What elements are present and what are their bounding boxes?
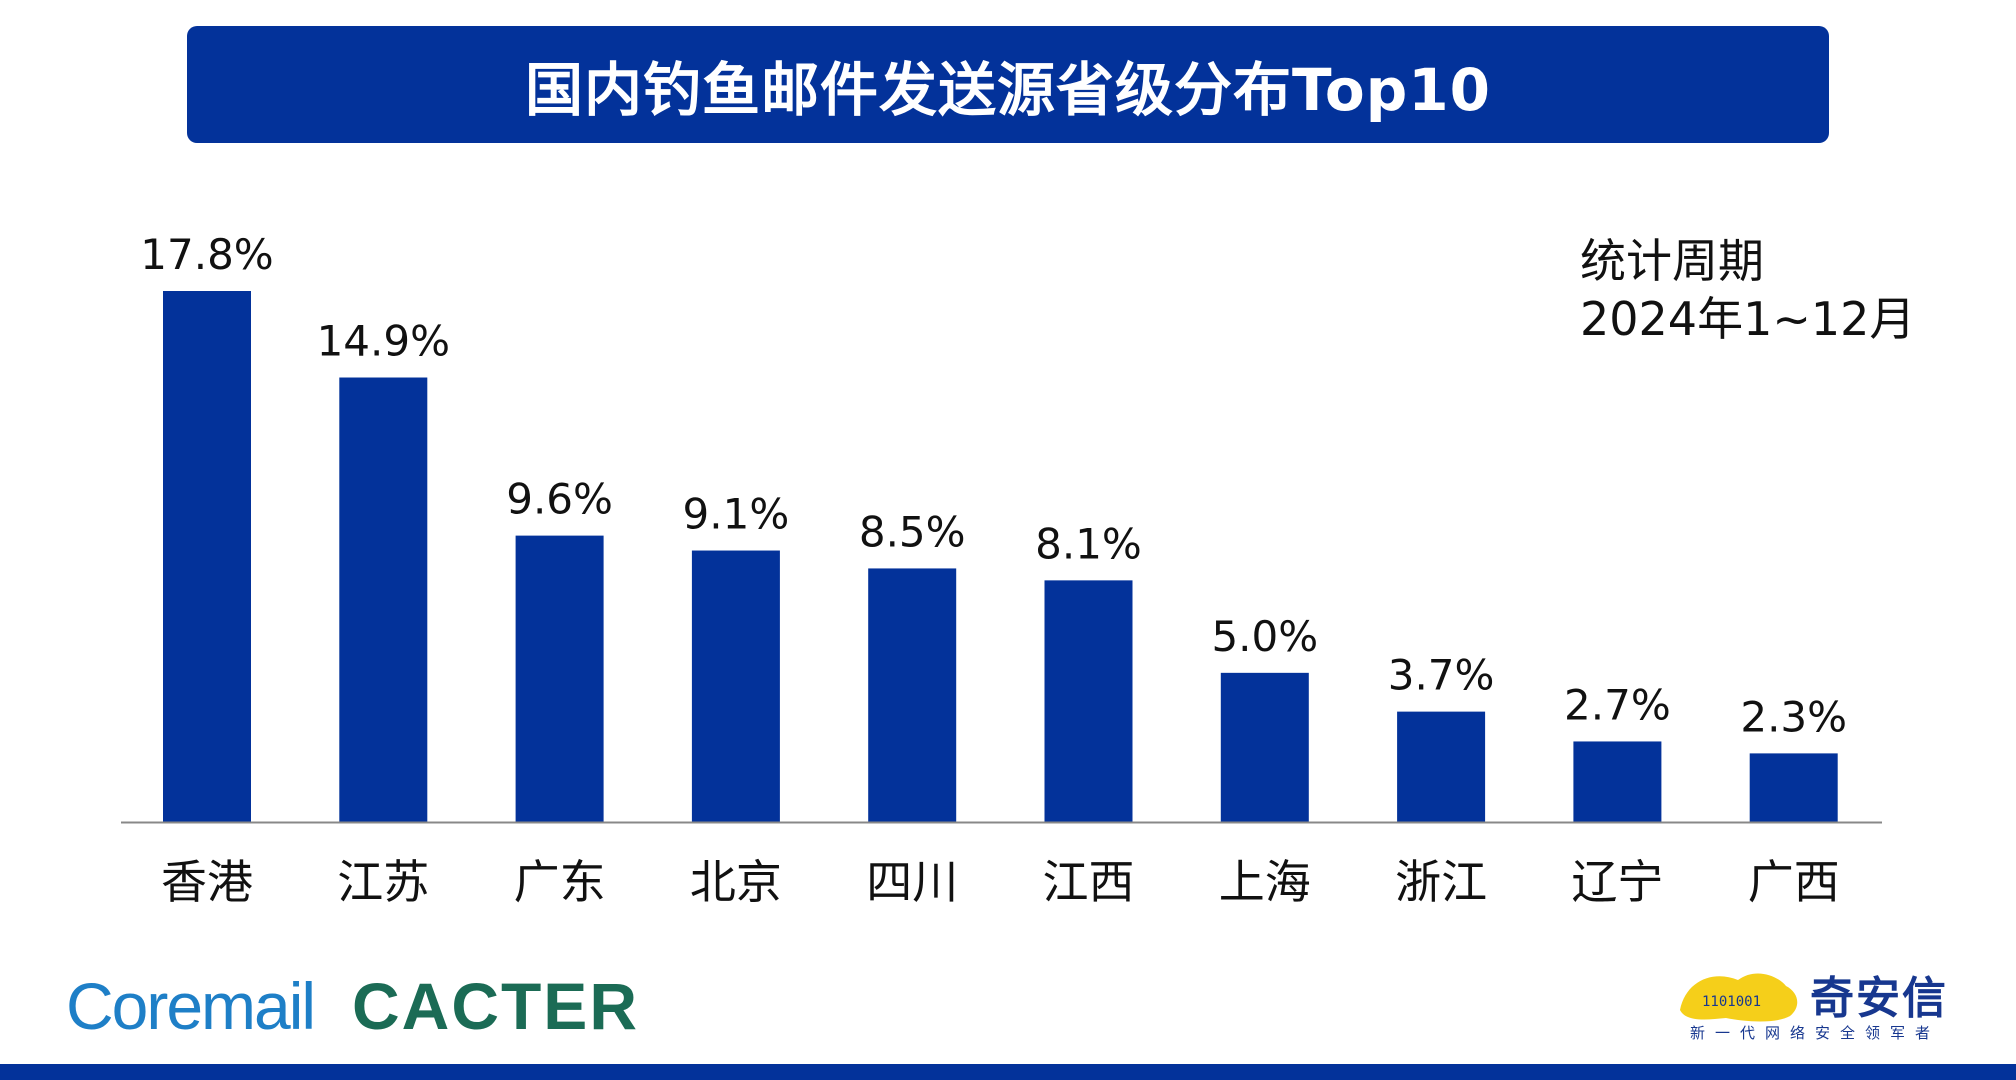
- data-label-上海: 5.0%: [1211, 612, 1318, 661]
- coremail-logo: Coremail: [66, 969, 316, 1043]
- x-tick-label-北京: 北京: [690, 855, 782, 909]
- bar-江西: [1044, 580, 1133, 822]
- x-tick-label-江苏: 江苏: [337, 855, 429, 909]
- x-tick-label-上海: 上海: [1219, 855, 1311, 909]
- period-range: 2024年1~12月: [1580, 292, 1916, 346]
- bar-广西: [1749, 753, 1838, 822]
- qianxin-name: 奇安信: [1810, 973, 1948, 1024]
- bar-江苏: [339, 377, 428, 822]
- data-label-辽宁: 2.7%: [1564, 680, 1671, 729]
- period-note: 统计周期 2024年1~12月: [1580, 232, 1915, 348]
- cacter-logo: CACTER: [352, 969, 639, 1043]
- qianxin-tiger-icon: 1101001: [1680, 973, 1798, 1022]
- data-label-四川: 8.5%: [859, 507, 966, 556]
- data-label-北京: 9.1%: [683, 490, 790, 539]
- x-tick-label-浙江: 浙江: [1395, 855, 1487, 909]
- bottom-bar: [0, 1064, 2016, 1080]
- qianxin-binary-text: 1101001: [1702, 994, 1761, 1010]
- bar-辽宁: [1573, 741, 1662, 822]
- x-tick-label-辽宁: 辽宁: [1571, 855, 1663, 909]
- x-tick-label-广西: 广西: [1748, 855, 1840, 909]
- title-banner: 国内钓鱼邮件发送源省级分布Top10: [187, 26, 1829, 143]
- qianxin-slogan: 新一代网络安全领军者: [1690, 1024, 1941, 1042]
- data-label-江西: 8.1%: [1035, 519, 1142, 568]
- x-tick-label-四川: 四川: [866, 855, 958, 909]
- x-tick-label-香港: 香港: [161, 855, 253, 909]
- x-tick-label-江西: 江西: [1043, 855, 1135, 909]
- bar-北京: [691, 550, 780, 822]
- bar-四川: [868, 568, 957, 822]
- data-label-浙江: 3.7%: [1388, 651, 1495, 700]
- x-tick-label-广东: 广东: [514, 855, 606, 909]
- data-label-江苏: 14.9%: [317, 317, 450, 366]
- bar-上海: [1220, 672, 1309, 822]
- bar-香港: [163, 291, 251, 822]
- period-label: 统计周期: [1580, 234, 1764, 288]
- qianxin-logo: 1101001 奇安信 新一代网络安全领军者: [1676, 962, 1966, 1046]
- data-label-广东: 9.6%: [506, 475, 613, 524]
- chart-title: 国内钓鱼邮件发送源省级分布Top10: [525, 55, 1491, 124]
- bar-浙江: [1397, 711, 1486, 822]
- data-label-广西: 2.3%: [1740, 692, 1847, 741]
- bar-广东: [515, 535, 604, 822]
- data-label-香港: 17.8%: [140, 230, 273, 279]
